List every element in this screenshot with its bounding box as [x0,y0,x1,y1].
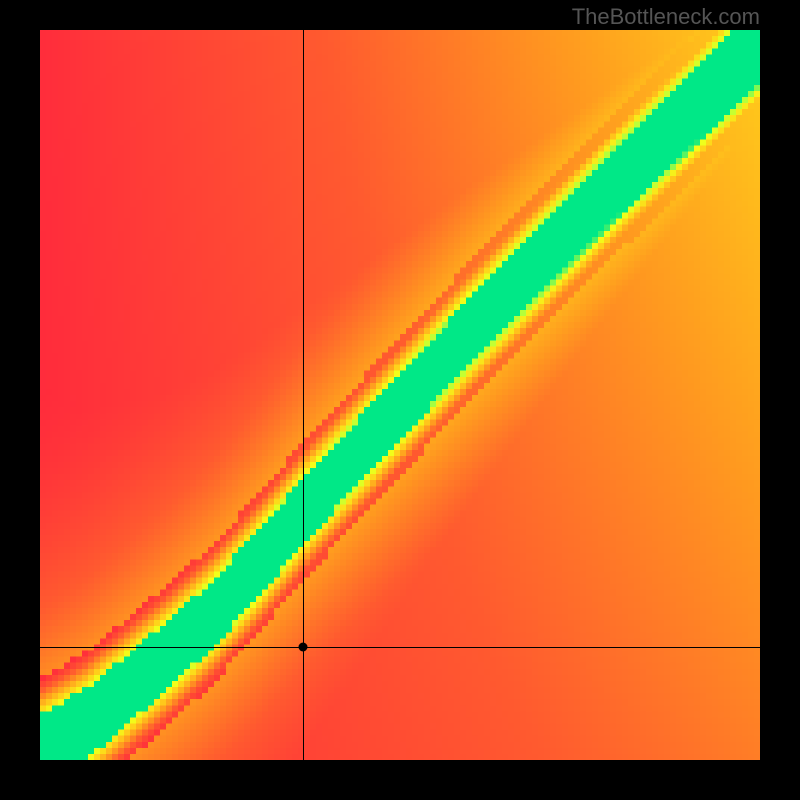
crosshair-marker [298,642,307,651]
heatmap-plot [40,30,760,760]
crosshair-horizontal [40,647,760,648]
heatmap-canvas [40,30,760,760]
watermark-text: TheBottleneck.com [572,4,760,30]
